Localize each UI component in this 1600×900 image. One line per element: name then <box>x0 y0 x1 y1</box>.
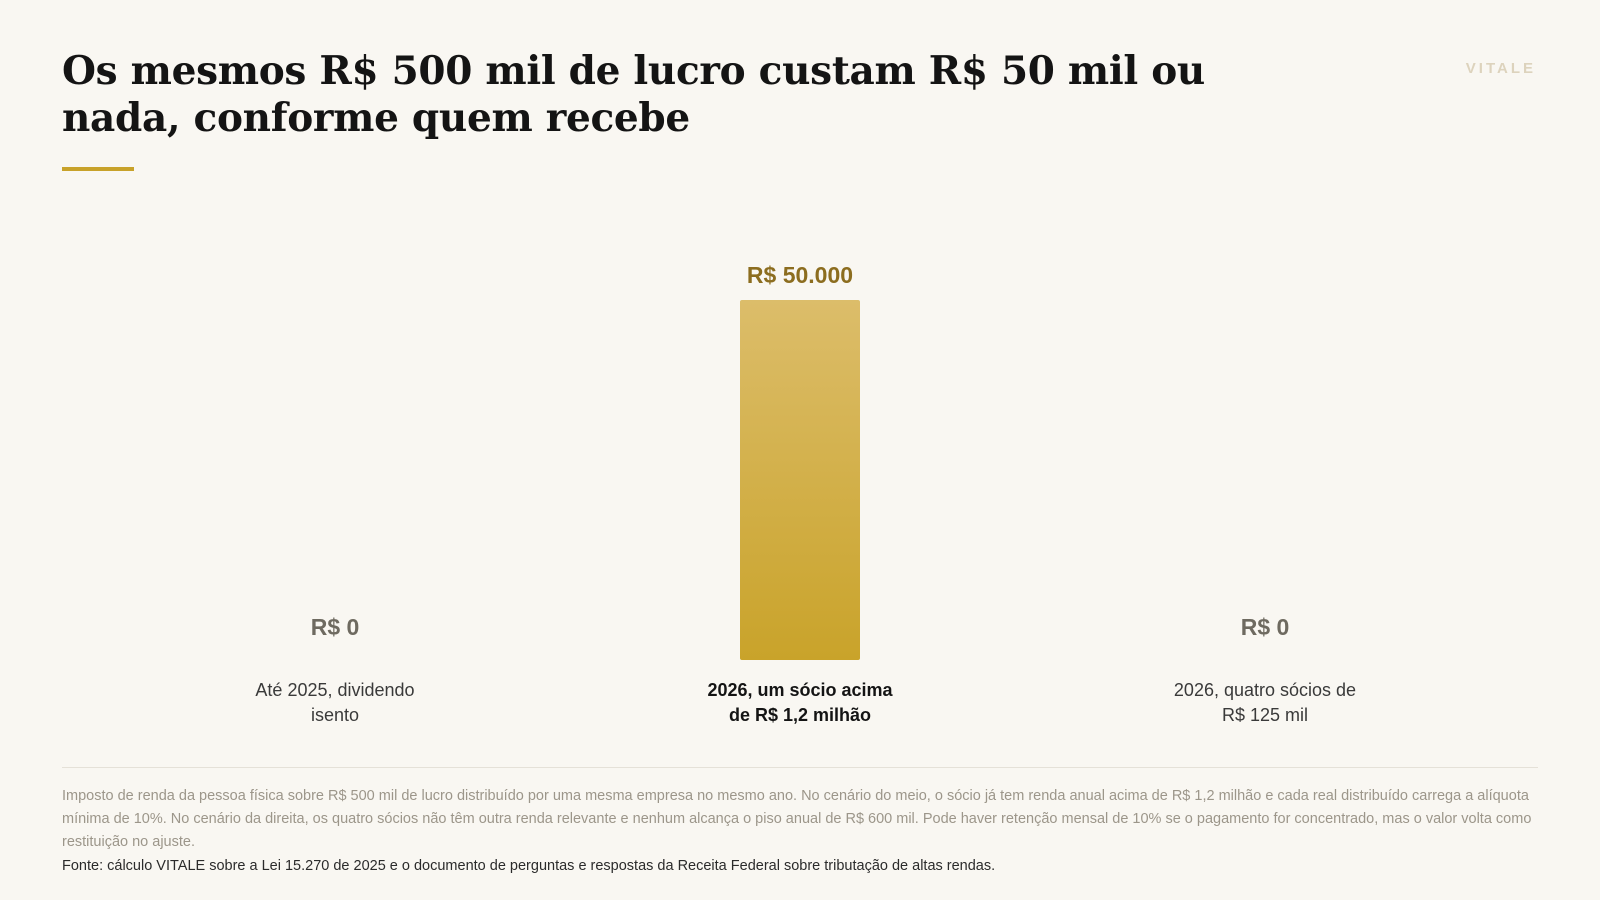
brand-logo-text: VITALE <box>1465 60 1536 77</box>
category-label-0-line-1: isento <box>311 705 359 725</box>
category-label-0-line-0: Até 2025, dividendo <box>255 680 414 700</box>
methodology-note: Imposto de renda da pessoa física sobre … <box>62 788 1532 850</box>
bars-group: R$ 0 Até 2025, dividendo isento R$ 50.000 20… <box>255 262 1356 725</box>
bar-1 <box>740 300 860 660</box>
chart-title: Os mesmos R$ 500 mil de lucro custam R$ … <box>62 48 1205 141</box>
source-note: Fonte: cálculo VITALE sobre a Lei 15.270… <box>62 858 996 874</box>
category-label-1-line-0: 2026, um sócio acima <box>707 680 893 700</box>
value-label-2: R$ 0 <box>1241 614 1290 640</box>
footer-divider <box>62 767 1538 768</box>
value-label-0: R$ 0 <box>311 614 360 640</box>
title-accent-rule <box>62 167 134 171</box>
category-label-2-line-1: R$ 125 mil <box>1222 705 1308 725</box>
category-label-1-line-1: de R$ 1,2 milhão <box>729 705 871 725</box>
value-label-1: R$ 50.000 <box>747 262 853 288</box>
category-label-2-line-0: 2026, quatro sócios de <box>1174 680 1356 700</box>
